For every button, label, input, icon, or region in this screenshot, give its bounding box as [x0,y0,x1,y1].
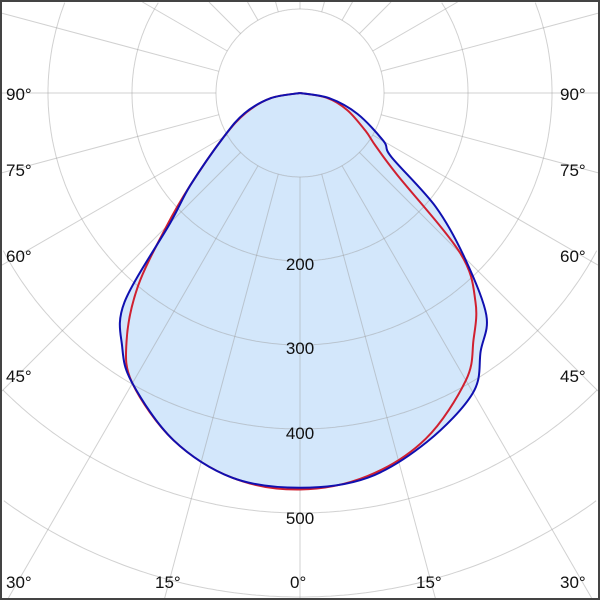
radial-grid-ring-300 [47,2,553,346]
series-fill-0 [119,93,487,488]
angle-grid-spoke-195 [275,2,279,13]
angle-grid-spoke-30 [341,165,593,598]
angle-grid-spoke-135 [359,2,392,34]
angle-grid-spoke-255 [2,12,220,72]
radial-label-400: 400 [286,424,314,443]
angle-grid-spoke-285 [2,114,220,174]
angle-grid-spoke-150 [341,2,353,21]
angle-label-left-60: 60° [6,247,32,266]
angle-grid-spoke-210 [247,2,259,21]
angle-grid-spoke-15 [321,173,436,598]
series-line-0 [118,92,488,489]
angle-grid-spoke-225 [208,2,241,34]
angle-label-right-60: 60° [560,247,586,266]
angle-grid-spoke-120 [372,2,458,52]
radial-grid-ring-100 [215,8,385,178]
angle-label-0: 0° [290,573,306,592]
angle-label-right-75: 75° [560,161,586,180]
angle-grid-spoke-345 [164,173,279,598]
angle-label-right-90: 90° [560,85,586,104]
angle-label-left-75: 75° [6,161,32,180]
angle-grid-spoke-240 [142,2,228,52]
angle-label-right-15: 15° [416,573,442,592]
radial-grid-ring-600 [3,500,597,598]
radial-label-500: 500 [286,509,314,528]
radial-grid-ring-500 [2,389,598,514]
angle-label-left-15: 15° [155,573,181,592]
angle-label-right-45: 45° [560,367,586,386]
radial-grid-ring-400 [2,250,598,430]
angle-label-left-90: 90° [6,85,32,104]
angle-grid-spoke-300 [2,134,228,266]
angle-label-left-45: 45° [6,367,32,386]
angle-label-left-30: 30° [6,573,32,592]
radial-label-300: 300 [286,339,314,358]
angle-grid-spoke-45 [359,152,598,392]
radial-label-200: 200 [286,255,314,274]
angle-grid-spoke-105 [380,12,598,72]
angle-grid-spoke-330 [7,165,259,598]
angle-grid-spoke-75 [380,114,598,174]
angle-label-right-30: 30° [560,573,586,592]
angle-grid-spoke-165 [321,2,325,13]
angle-grid-spoke-315 [2,152,241,392]
radial-grid-ring-200 [131,2,469,262]
angle-grid-spoke-60 [372,134,598,266]
